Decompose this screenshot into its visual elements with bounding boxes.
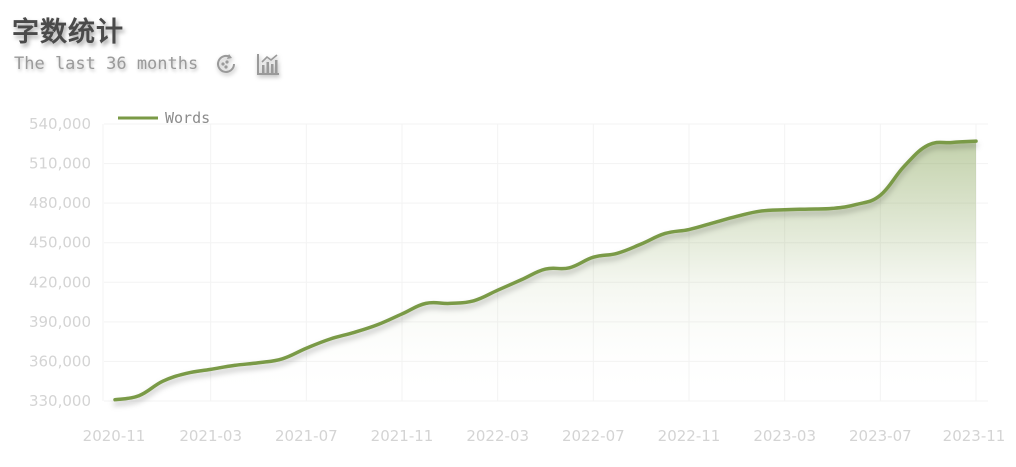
page-title: 字数统计 [12, 17, 124, 48]
subtitle-row: The last 36 months [14, 50, 282, 78]
y-tick-label: 510,000 [29, 155, 91, 173]
x-tick-label: 2023-03 [753, 427, 816, 445]
x-tick-label: 2021-11 [371, 427, 434, 445]
x-tick-label: 2021-07 [275, 427, 338, 445]
legend[interactable]: Words [118, 109, 210, 127]
x-tick-label: 2023-11 [943, 427, 1006, 445]
chart-type-icon[interactable] [254, 50, 282, 78]
y-tick-label: 450,000 [29, 234, 91, 252]
area-fill [115, 141, 976, 401]
y-tick-label: 480,000 [29, 194, 91, 212]
x-tick-label: 2020-11 [83, 427, 146, 445]
y-tick-label: 540,000 [29, 115, 91, 133]
y-axis-ticks: 330,000 360,000 390,000 420,000 450,000 480,0… [29, 115, 91, 410]
page-subtitle: The last 36 months [14, 54, 199, 74]
x-axis-ticks: 2020-11 2021-03 2021-07 2021-11 2022-03 2022-… [83, 427, 1006, 445]
series-line-words[interactable] [113, 139, 978, 402]
y-tick-label: 390,000 [29, 313, 91, 331]
y-tick-label: 330,000 [29, 392, 91, 410]
restore-icon[interactable] [212, 50, 240, 78]
series-line-group [113, 139, 978, 402]
x-tick-label: 2022-07 [562, 427, 625, 445]
y-tick-label: 360,000 [29, 352, 91, 370]
x-tick-label: 2021-03 [179, 427, 242, 445]
y-tick-label: 420,000 [29, 273, 91, 291]
x-tick-label: 2023-07 [849, 427, 912, 445]
x-tick-label: 2022-11 [658, 427, 721, 445]
legend-label[interactable]: Words [165, 109, 210, 127]
series-area-words [115, 141, 976, 401]
x-tick-label: 2022-03 [466, 427, 529, 445]
